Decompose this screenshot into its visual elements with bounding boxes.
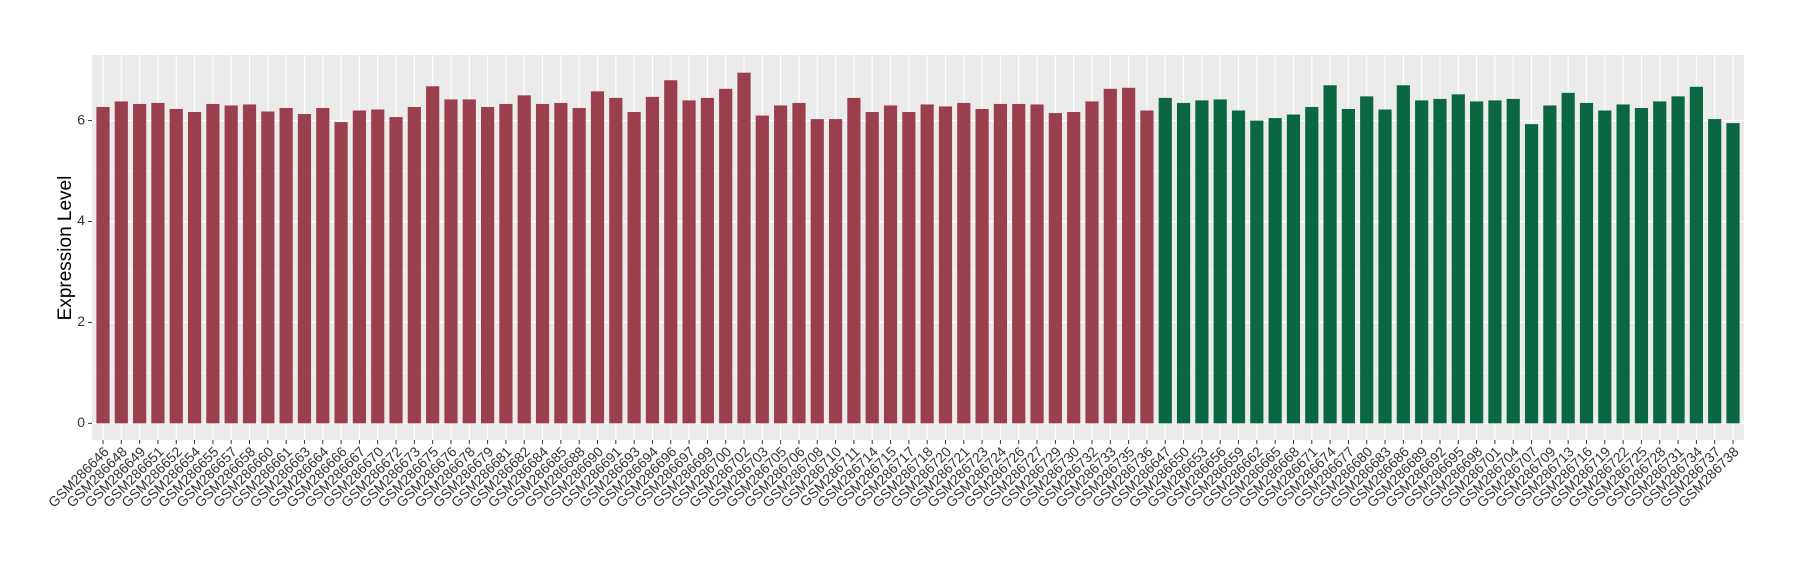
- bar: [993, 103, 1008, 424]
- bar: [96, 106, 110, 424]
- bar: [1561, 92, 1575, 424]
- bar: [1579, 102, 1594, 424]
- bar: [1231, 110, 1246, 424]
- bar: [774, 105, 788, 424]
- bar: [1634, 107, 1649, 424]
- bar: [444, 99, 458, 424]
- bar: [1360, 96, 1374, 424]
- bar: [334, 122, 348, 424]
- bar: [1085, 101, 1099, 424]
- bar: [407, 106, 421, 424]
- bar: [1176, 102, 1191, 424]
- bar: [151, 102, 165, 424]
- bar: [1122, 87, 1136, 424]
- bar: [1378, 109, 1392, 424]
- y-tick-label: 2: [77, 313, 85, 329]
- bar: [279, 107, 293, 424]
- bar: [883, 105, 898, 424]
- bar: [316, 107, 330, 424]
- bar: [1543, 105, 1557, 424]
- bar: [810, 119, 824, 424]
- bar: [1708, 119, 1722, 424]
- bar: [1598, 110, 1612, 424]
- bar: [1140, 110, 1154, 424]
- bar: [792, 102, 806, 424]
- bar: [1415, 100, 1429, 424]
- bar: [1067, 112, 1081, 424]
- bar: [297, 114, 312, 424]
- bar: [902, 112, 916, 424]
- bar: [1305, 106, 1319, 424]
- bar: [242, 104, 257, 424]
- bar: [719, 88, 733, 424]
- bar: [169, 108, 183, 424]
- bar: [1195, 100, 1209, 424]
- bar: [371, 109, 385, 424]
- bar: [938, 106, 953, 424]
- bar: [847, 97, 861, 424]
- bar: [1616, 104, 1630, 424]
- bar: [1433, 98, 1447, 424]
- bar: [426, 86, 440, 424]
- bar: [1524, 124, 1539, 424]
- bar: [627, 112, 641, 424]
- bar: [1506, 98, 1520, 424]
- bar: [1726, 123, 1740, 424]
- bar: [499, 103, 513, 424]
- bar: [1341, 108, 1355, 424]
- bar: [206, 103, 220, 424]
- bar: [133, 103, 147, 424]
- bar: [828, 119, 843, 424]
- bar: [1012, 103, 1026, 424]
- y-axis-title: Expression Level: [55, 176, 76, 321]
- bar: [920, 104, 934, 424]
- bar: [224, 105, 238, 424]
- bar: [755, 115, 769, 424]
- bar: [462, 99, 476, 424]
- bar: [572, 107, 586, 424]
- panel: [92, 55, 1744, 440]
- bar: [737, 72, 751, 424]
- bar: [1030, 104, 1044, 424]
- bar: [1213, 99, 1227, 424]
- bar: [535, 103, 550, 424]
- bar: [1103, 88, 1117, 424]
- bar: [609, 97, 623, 424]
- bar: [1268, 118, 1282, 424]
- bar: [114, 101, 128, 424]
- bar: [865, 112, 879, 424]
- bar: [187, 112, 202, 424]
- bar: [1048, 113, 1062, 424]
- bar: [389, 117, 403, 424]
- y-tick-label: 0: [77, 414, 85, 430]
- bar: [975, 108, 989, 424]
- bar: [1396, 85, 1410, 424]
- bar: [554, 102, 568, 424]
- bar: [1323, 85, 1337, 424]
- bar: [261, 111, 275, 424]
- bar: [645, 96, 660, 424]
- bar: [1286, 114, 1301, 424]
- y-tick-label: 6: [77, 111, 85, 127]
- bar: [1689, 86, 1703, 424]
- bar: [1158, 97, 1172, 424]
- bar: [1250, 120, 1264, 424]
- y-tick-label: 4: [77, 212, 85, 228]
- bar: [664, 80, 678, 424]
- bar: [957, 102, 971, 424]
- bar: [1488, 100, 1502, 424]
- bar: [1671, 96, 1685, 424]
- bar: [352, 110, 366, 424]
- bar: [1653, 101, 1667, 424]
- bar: [700, 97, 714, 424]
- bar: [1470, 101, 1484, 424]
- bar: [590, 91, 605, 424]
- bar: [481, 106, 495, 424]
- bar: [517, 95, 531, 424]
- bar: [682, 100, 696, 424]
- bar: [1451, 94, 1465, 424]
